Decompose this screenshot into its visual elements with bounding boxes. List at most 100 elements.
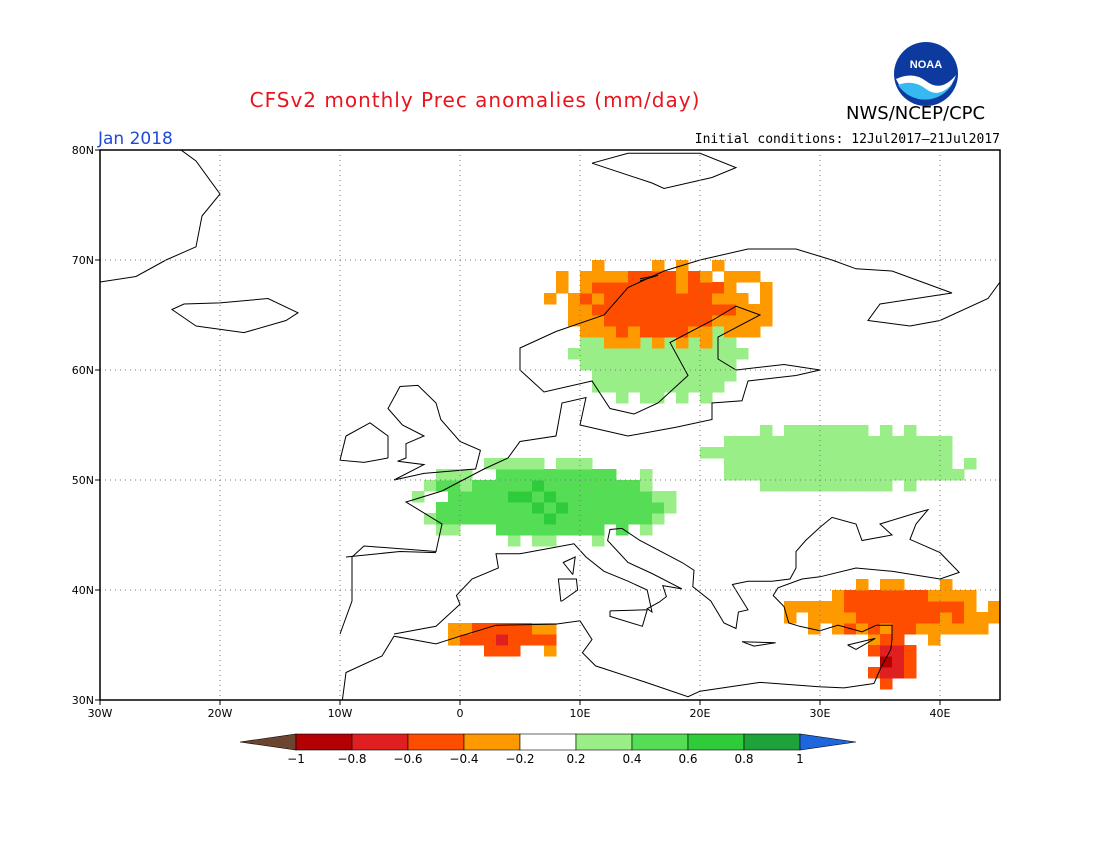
anomaly-cell (748, 469, 761, 481)
anomaly-cell (760, 282, 773, 294)
anomaly-cell (700, 381, 713, 393)
anomaly-cell (880, 656, 893, 668)
anomaly-cell (532, 469, 545, 481)
anomaly-cell (592, 337, 605, 349)
anomaly-cell (712, 293, 725, 305)
colorbar-swatch (743, 733, 801, 751)
anomaly-cell (820, 425, 833, 437)
anomaly-cell (760, 425, 773, 437)
anomaly-cell (640, 370, 653, 382)
anomaly-cell (724, 271, 737, 283)
anomaly-cell (640, 348, 653, 360)
anomaly-cell (688, 359, 701, 371)
colorbar-label: 0.8 (734, 752, 754, 766)
anomaly-cell (544, 645, 557, 657)
anomaly-cell (808, 458, 821, 470)
anomaly-cell (940, 469, 953, 481)
colorbar-label: 1 (796, 752, 804, 766)
anomaly-cell (520, 634, 533, 646)
anomaly-cell (508, 535, 521, 547)
anomaly-cell (616, 348, 629, 360)
anomaly-cell (604, 370, 617, 382)
anomaly-cell (628, 348, 641, 360)
anomaly-cell (856, 425, 869, 437)
anomaly-cell (964, 458, 977, 470)
anomaly-cell (664, 326, 677, 338)
lon-label: 30W (87, 707, 113, 720)
anomaly-cell (580, 513, 593, 525)
anomaly-cell (616, 271, 629, 283)
lat-label: 60N (71, 364, 94, 377)
anomaly-cell (520, 458, 533, 470)
anomaly-cell (640, 469, 653, 481)
anomaly-cell (592, 524, 605, 536)
anomaly-cell (496, 458, 509, 470)
anomaly-cell (592, 315, 605, 327)
chart-title: CFSv2 monthly Prec anomalies (mm/day) (249, 88, 701, 112)
anomaly-cell (976, 623, 989, 635)
anomaly-cell (724, 282, 737, 294)
anomaly-cell (628, 293, 641, 305)
coastline (557, 578, 579, 602)
anomaly-cell (892, 590, 905, 602)
anomaly-cell (868, 612, 881, 624)
lat-label: 80N (71, 144, 94, 157)
anomaly-cell (844, 480, 857, 492)
anomaly-cell (760, 447, 773, 459)
anomaly-cell (880, 612, 893, 624)
anomaly-cell (532, 623, 545, 635)
anomaly-cell (652, 282, 665, 294)
anomaly-cell (544, 623, 557, 635)
anomaly-cell (592, 513, 605, 525)
anomaly-cell (628, 282, 641, 294)
colorbar-swatch (295, 733, 353, 751)
anomaly-cell (880, 425, 893, 437)
anomaly-cell (484, 502, 497, 514)
anomaly-cell (904, 425, 917, 437)
lat-label: 50N (71, 474, 94, 487)
lon-label: 10E (569, 707, 591, 720)
anomaly-cell (676, 293, 689, 305)
anomaly-cell (712, 282, 725, 294)
anomaly-cell (616, 293, 629, 305)
anomaly-cell (580, 304, 593, 316)
anomaly-cell (988, 612, 1000, 624)
anomaly-cell (544, 469, 557, 481)
anomaly-cell (592, 359, 605, 371)
lon-label: 20E (689, 707, 711, 720)
anomaly-cell (868, 480, 881, 492)
anomaly-cell (904, 447, 917, 459)
anomaly-cell (700, 326, 713, 338)
anomaly-cell (928, 447, 941, 459)
anomaly-cell (568, 293, 581, 305)
anomaly-cell (856, 480, 869, 492)
anomaly-cell (496, 623, 509, 635)
anomaly-cell (964, 590, 977, 602)
anomaly-cell (736, 469, 749, 481)
anomaly-cell (748, 315, 761, 327)
anomaly-cell (472, 513, 485, 525)
anomaly-cell (604, 326, 617, 338)
anomaly-cell (592, 381, 605, 393)
anomaly-cell (460, 502, 473, 514)
anomaly-cell (436, 524, 449, 536)
anomaly-cell (604, 293, 617, 305)
anomaly-cell (892, 667, 905, 679)
anomaly-cell (688, 271, 701, 283)
anomaly-cell (844, 425, 857, 437)
anomaly-cell (832, 623, 845, 635)
anomaly-cell (688, 304, 701, 316)
anomaly-cell (880, 623, 893, 635)
anomaly-cell (640, 304, 653, 316)
anomaly-cell (568, 315, 581, 327)
anomaly-cell (952, 623, 965, 635)
anomaly-cell (640, 480, 653, 492)
anomaly-cell (568, 458, 581, 470)
anomaly-cell (928, 469, 941, 481)
anomaly-cell (652, 491, 665, 503)
lat-label: 40N (71, 584, 94, 597)
anomaly-cell (832, 612, 845, 624)
coastline (741, 641, 776, 647)
anomaly-cell (904, 469, 917, 481)
anomaly-cell (892, 436, 905, 448)
